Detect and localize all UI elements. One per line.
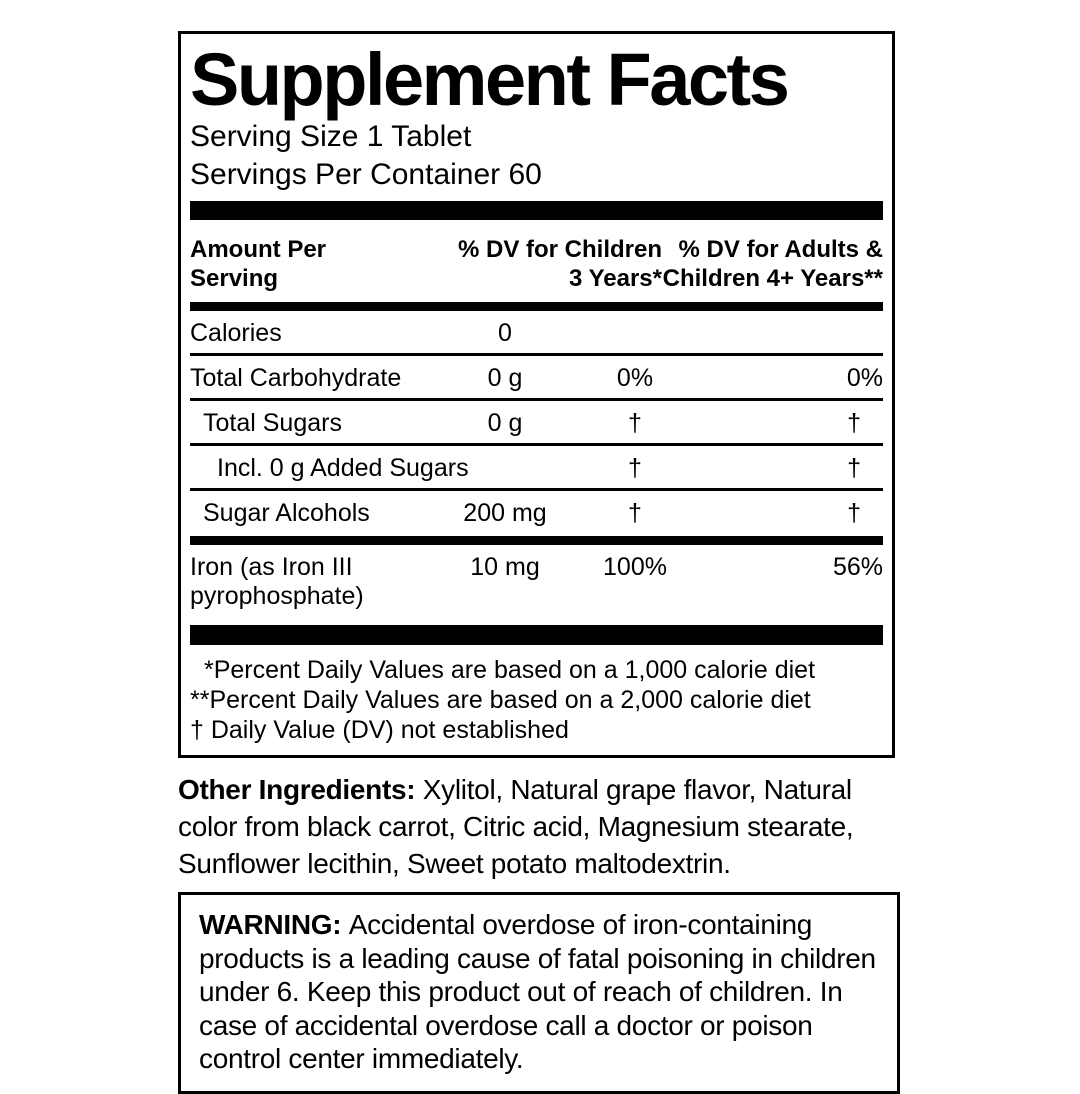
header-dv-adults-line1: % DV for Adults & [678,236,883,263]
serving-size: Serving Size 1 Tablet [190,120,472,153]
header-dv-children: % DV for Children 3 Years* [450,235,662,293]
nutrient-dv-adults: † [847,409,861,437]
panel-title: Supplement Facts [190,38,790,121]
nutrient-name: Iron (as Iron III pyrophosphate) [190,553,364,610]
nutrient-amount: 200 mg [463,499,547,527]
header-amount-per-serving: Amount Per Serving [190,235,883,293]
supplement-facts-panel: Supplement Facts Serving Size 1 Tablet S… [178,31,895,758]
nutrient-dv-adults: † [847,499,861,527]
divider-bar-medium-iron [190,536,883,545]
table-row-total-carbohydrate: Total Carbohydrate 0 g 0% 0% [190,356,883,401]
header-amount-line2: Serving [190,265,279,292]
table-header-row: Amount Per Serving % DV for Children 3 Y… [190,220,883,302]
table-row-total-sugars: Total Sugars 0 g † † [190,401,883,446]
nutrient-amount: 0 [498,319,512,347]
nutrient-dv-children: † [628,499,642,527]
header-dv-children-line1: % DV for Children [457,236,662,263]
header-dv-adults: % DV for Adults & Children 4+ Years** [651,235,883,293]
footnote-2000-calorie: **Percent Daily Values are based on a 2,… [190,686,811,714]
other-ingredients-text: Xylitol, Natural grape flavor, Natural c… [178,774,854,879]
label-wrapper: Supplement Facts Serving Size 1 Tablet S… [178,31,900,1094]
nutrient-amount: 0 g [487,364,523,392]
nutrient-dv-children: † [628,454,642,482]
warning-text: Accidental overdose of iron-containing p… [199,909,876,1074]
header-amount-line1: Amount Per [190,236,327,263]
table-row-iron: Iron (as Iron III pyrophosphate) 10 mg 1… [190,545,883,625]
nutrient-name: Total Sugars [203,409,342,437]
divider-bar-medium-header [190,302,883,311]
nutrient-dv-children: 0% [616,364,654,392]
divider-bar-thick-footnotes [190,625,883,645]
nutrient-dv-adults: 0% [846,364,883,392]
nutrient-name: Sugar Alcohols [203,499,370,527]
nutrient-dv-adults: † [847,454,861,482]
footnote-dv-not-established: † Daily Value (DV) not established [190,716,569,744]
divider-bar-thick-top [190,201,883,220]
nutrient-name: Total Carbohydrate [190,364,402,392]
nutrient-name: Calories [190,319,282,347]
footnotes: *Percent Daily Values are based on a 1,0… [190,645,883,751]
warning-label: WARNING: [199,909,349,940]
table-row-calories: Calories 0 [190,311,883,356]
other-ingredients: Other Ingredients: Xylitol, Natural grap… [178,771,894,882]
nutrient-dv-children: † [628,409,642,437]
header-dv-children-line2: 3 Years* [569,265,662,292]
header-dv-adults-line2: Children 4+ Years** [662,265,883,292]
table-row-sugar-alcohols: Sugar Alcohols 200 mg † † [190,491,883,536]
servings-per-container: Servings Per Container 60 [190,158,542,191]
other-ingredients-label: Other Ingredients: [178,774,423,805]
footnote-1000-calorie: *Percent Daily Values are based on a 1,0… [204,656,816,684]
table-row-added-sugars: Incl. 0 g Added Sugars † † [190,446,883,491]
nutrient-amount: 10 mg [470,553,540,581]
nutrient-name: Incl. 0 g Added Sugars [217,454,469,482]
nutrient-dv-children: 100% [603,553,667,581]
nutrient-dv-adults: 56% [832,553,883,581]
nutrient-amount: 0 g [487,409,523,437]
warning-box: WARNING: Accidental overdose of iron-con… [178,892,900,1094]
